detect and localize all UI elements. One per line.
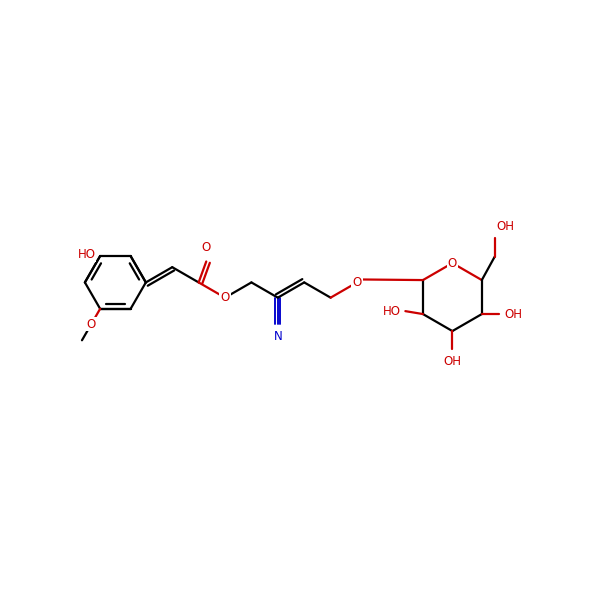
- Text: O: O: [87, 317, 96, 331]
- Text: OH: OH: [505, 308, 523, 320]
- Text: O: O: [352, 276, 362, 289]
- Text: OH: OH: [443, 355, 461, 368]
- Text: HO: HO: [77, 248, 95, 262]
- Text: O: O: [220, 291, 230, 304]
- Text: O: O: [202, 241, 211, 254]
- Text: O: O: [448, 257, 457, 269]
- Text: HO: HO: [383, 305, 401, 317]
- Text: N: N: [274, 330, 282, 343]
- Text: OH: OH: [496, 220, 514, 233]
